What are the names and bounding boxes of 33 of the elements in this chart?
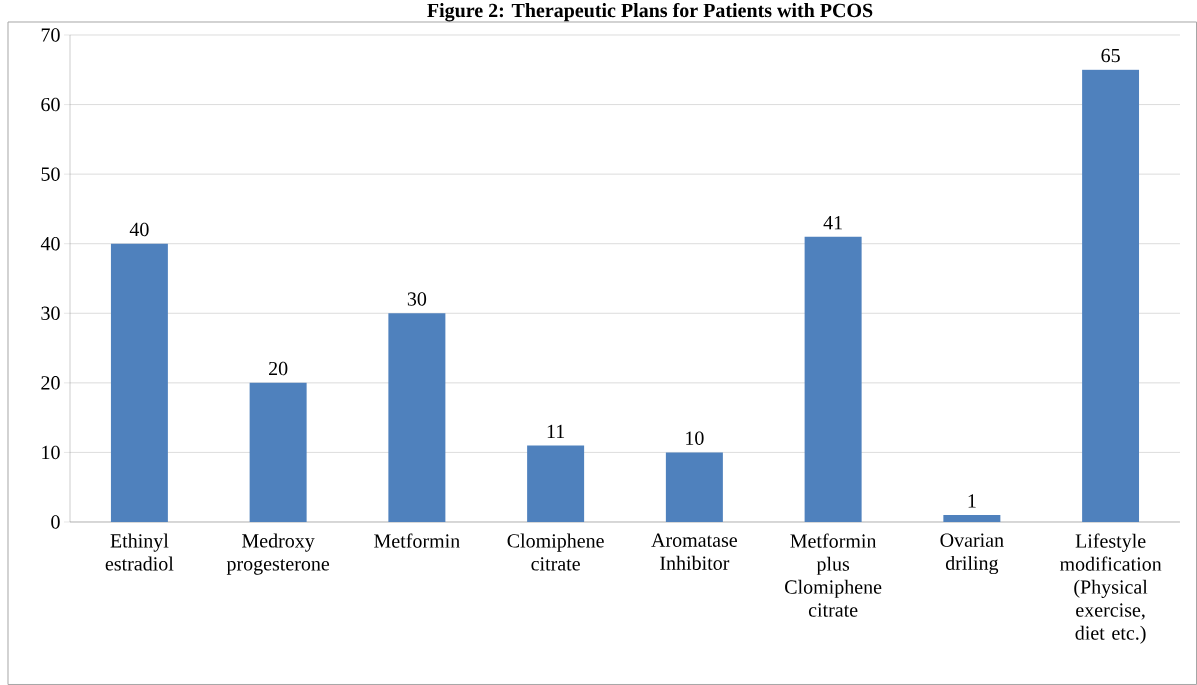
bar bbox=[249, 382, 307, 522]
data-label: 11 bbox=[547, 424, 565, 438]
x-tick-label: Aromatase Inhibitor bbox=[651, 533, 737, 570]
y-tick-label: 60 bbox=[41, 97, 60, 112]
data-label: 20 bbox=[269, 361, 288, 376]
x-tick-label: Lifestyle modification (Physical exercise, diet etc.) bbox=[1059, 533, 1162, 644]
bar bbox=[1082, 69, 1140, 522]
data-label: 10 bbox=[686, 431, 704, 445]
y-tick-label: 10 bbox=[42, 445, 60, 460]
x-tick-label: Ethinyl estradiol bbox=[105, 533, 174, 571]
y-tick-label: 30 bbox=[41, 306, 60, 321]
bar bbox=[110, 243, 168, 522]
data-label: 65 bbox=[1101, 48, 1120, 63]
y-tick-label: 20 bbox=[41, 376, 60, 390]
x-tick-label: Medroxy progesterone bbox=[226, 533, 330, 575]
y-tick-label: 0 bbox=[51, 515, 60, 529]
data-label: 40 bbox=[129, 222, 149, 237]
chart-title: Figure 2: Therapeutic Plans for Patients with PCOS bbox=[427, 2, 873, 22]
x-tick-label: Clomiphene citrate bbox=[507, 533, 604, 571]
bar bbox=[804, 236, 862, 522]
y-tick-label: 50 bbox=[41, 167, 60, 181]
bar bbox=[388, 313, 446, 522]
data-label: 1 bbox=[968, 494, 976, 508]
bar bbox=[527, 445, 585, 522]
data-label: 41 bbox=[823, 216, 842, 230]
data-label: 30 bbox=[407, 292, 427, 306]
x-tick-label: Ovarian driling bbox=[940, 533, 1004, 575]
x-tick-label: Metformin plus Clomiphene citrate bbox=[785, 533, 882, 617]
bar bbox=[665, 452, 723, 522]
x-tick-label: Metformin bbox=[374, 533, 460, 548]
y-tick-label: 70 bbox=[41, 28, 60, 42]
bar bbox=[943, 515, 1001, 522]
y-tick-label: 40 bbox=[40, 236, 60, 251]
